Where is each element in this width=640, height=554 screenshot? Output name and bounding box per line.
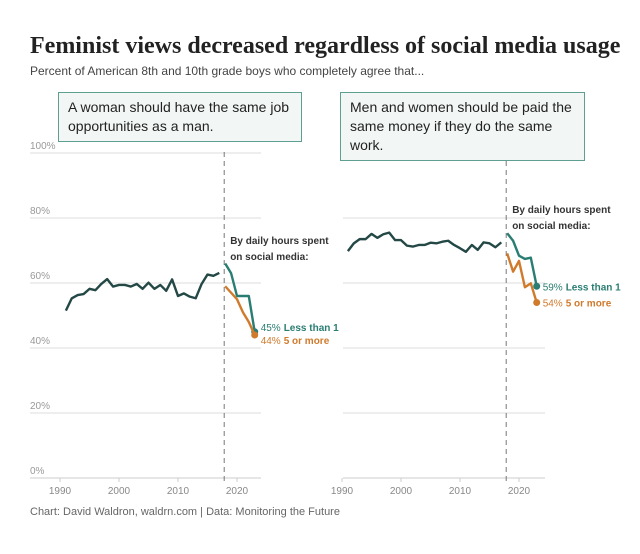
right-annotation-text: By daily hours spent bbox=[512, 205, 611, 216]
right-x-tick-label: 2010 bbox=[449, 486, 472, 497]
left-x-tick-label: 2010 bbox=[167, 486, 190, 497]
right-x-tick-label: 1990 bbox=[331, 486, 354, 497]
left-y-tick-label: 60% bbox=[30, 271, 50, 282]
right-x-tick-label: 2000 bbox=[390, 486, 413, 497]
right-panel-question: Men and women should be paid the same mo… bbox=[340, 92, 585, 161]
right-less_than_1-end-point bbox=[533, 282, 541, 290]
right-five_or_more-end-point bbox=[533, 299, 541, 306]
left-panel-question: A woman should have the same job opportu… bbox=[58, 92, 302, 142]
left-five_or_more-line bbox=[224, 285, 256, 336]
left-overall-line bbox=[64, 271, 220, 312]
left-less_than_1-end-value: 45% bbox=[261, 323, 281, 334]
chart-title: Feminist views decreased regardless of s… bbox=[30, 33, 621, 59]
left-x-tick-label: 2000 bbox=[108, 486, 131, 497]
left-annotation-text: on social media: bbox=[230, 252, 308, 263]
left-five_or_more-end-value: 44% bbox=[261, 336, 281, 347]
chart-source-footer: Chart: David Waldron, waldrn.com | Data:… bbox=[30, 506, 340, 518]
left-five_or_more-series-label: 5 or more bbox=[284, 336, 330, 347]
left-five_or_more-end-point bbox=[251, 331, 259, 339]
right-five_or_more-end-value: 54% bbox=[543, 299, 563, 310]
right-less_than_1-line bbox=[506, 232, 538, 287]
right-less_than_1-end-value: 59% bbox=[543, 282, 563, 293]
right-five_or_more-series-label: 5 or more bbox=[566, 299, 612, 310]
left-y-tick-label: 40% bbox=[30, 336, 50, 347]
right-less_than_1-series-label: Less than 1 bbox=[566, 282, 621, 293]
right-annotation-text: on social media: bbox=[512, 221, 590, 232]
left-x-tick-label: 1990 bbox=[49, 486, 72, 497]
left-y-tick-label: 0% bbox=[30, 466, 45, 477]
chart-subtitle: Percent of American 8th and 10th grade b… bbox=[30, 64, 425, 78]
right-overall-line bbox=[346, 231, 503, 254]
left-less_than_1-series-label: Less than 1 bbox=[284, 323, 339, 334]
left-y-tick-label: 80% bbox=[30, 206, 50, 217]
left-less_than_1-line bbox=[224, 262, 256, 332]
left-y-tick-label: 20% bbox=[30, 401, 50, 412]
right-five_or_more-line bbox=[506, 253, 538, 303]
left-y-tick-label: 100% bbox=[30, 141, 56, 152]
right-x-tick-label: 2020 bbox=[508, 486, 531, 497]
left-x-tick-label: 2020 bbox=[226, 486, 249, 497]
left-annotation-text: By daily hours spent bbox=[230, 236, 329, 247]
